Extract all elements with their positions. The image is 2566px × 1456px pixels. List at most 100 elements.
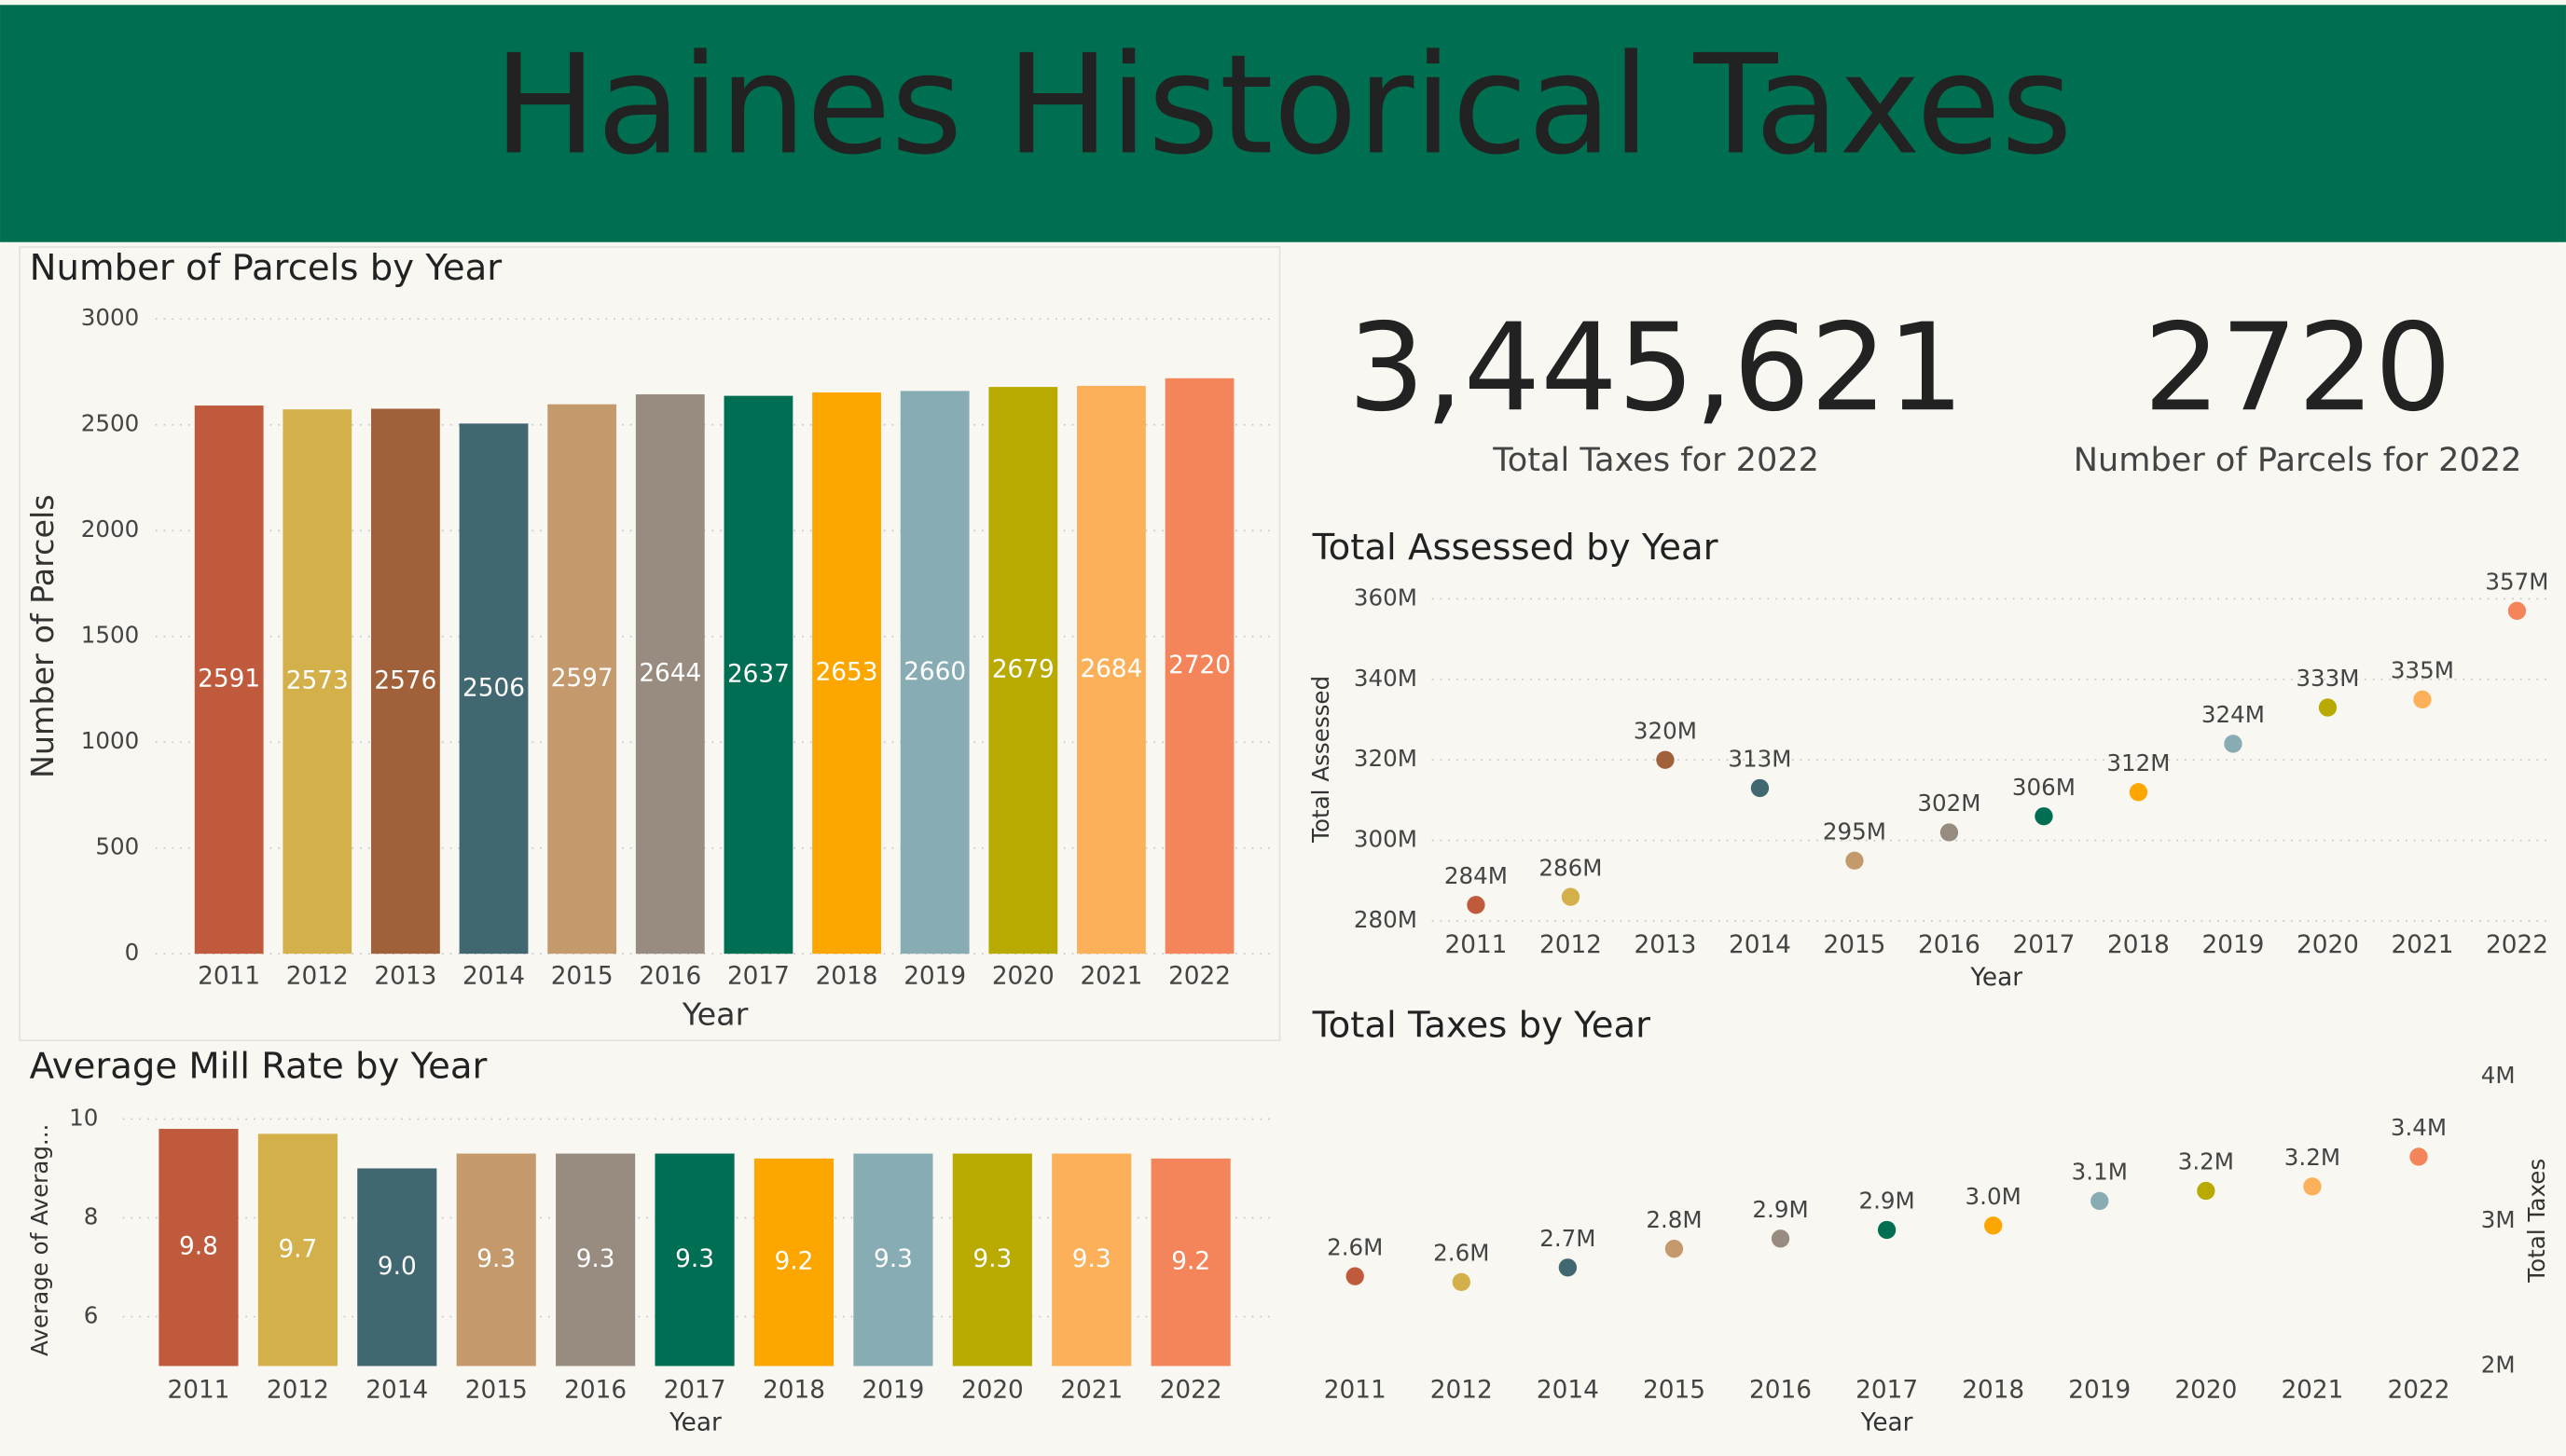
point — [2129, 783, 2148, 802]
point — [2303, 1177, 2322, 1196]
data-label: 9.2 — [775, 1248, 814, 1276]
x-axis-label: Year — [669, 1408, 722, 1436]
data-label: 3.1M — [2072, 1159, 2128, 1186]
point — [2090, 1191, 2109, 1211]
data-label: 2679 — [992, 656, 1055, 684]
data-label: 2506 — [462, 674, 525, 702]
x-tick-label: 2022 — [1168, 962, 1231, 990]
bar — [724, 395, 793, 955]
bar — [257, 1133, 338, 1367]
point — [1467, 896, 1485, 914]
data-label: 9.3 — [675, 1245, 714, 1273]
bar — [753, 1158, 835, 1367]
data-label: 9.2 — [1171, 1248, 1210, 1276]
bar — [283, 409, 352, 955]
x-tick-label: 2022 — [2486, 931, 2548, 959]
data-label: 324M — [2201, 701, 2265, 728]
x-tick-label: 2020 — [992, 962, 1055, 990]
point — [2409, 1147, 2428, 1166]
point — [1877, 1220, 1897, 1240]
x-tick-label: 2015 — [551, 962, 614, 990]
data-label: 313M — [1728, 746, 1791, 773]
data-label: 9.3 — [874, 1245, 913, 1273]
x-tick-label: 2020 — [2297, 931, 2359, 959]
point — [1845, 851, 1864, 870]
x-tick-label: 2014 — [366, 1376, 428, 1404]
x-tick-label: 2011 — [1444, 931, 1507, 959]
data-label: 9.3 — [576, 1245, 615, 1273]
card-label: Number of Parcels for 2022 — [2074, 441, 2522, 479]
chart-title: Total Assessed by Year — [1312, 527, 1718, 569]
y-tick-label: 300M — [1354, 826, 1417, 853]
point — [2197, 1181, 2215, 1201]
data-label: 9.7 — [278, 1235, 317, 1263]
y-tick-label: 10 — [69, 1104, 98, 1131]
y-tick-label: 320M — [1354, 745, 1417, 772]
bar — [900, 391, 970, 955]
y-axis-label: Number of Parcels — [24, 494, 61, 778]
bar — [194, 405, 264, 955]
data-label: 2720 — [1168, 652, 1231, 680]
x-tick-label: 2021 — [1080, 962, 1142, 990]
y-tick-label: 1000 — [81, 727, 140, 754]
point — [2224, 735, 2242, 753]
point — [1939, 823, 1959, 842]
data-label: 2.7M — [1539, 1225, 1595, 1252]
point — [2035, 807, 2053, 826]
x-tick-label: 2018 — [816, 962, 878, 990]
bar — [456, 1153, 536, 1367]
y-tick-label: 3000 — [81, 304, 140, 331]
x-tick-label: 2018 — [763, 1376, 825, 1404]
point — [1345, 1267, 1364, 1285]
x-tick-label: 2011 — [198, 962, 260, 990]
point — [1664, 1240, 1684, 1258]
x-tick-label: 2012 — [1430, 1376, 1493, 1404]
data-label: 3.2M — [2284, 1144, 2340, 1171]
x-tick-label: 2016 — [639, 962, 701, 990]
bar — [1151, 1158, 1231, 1367]
bar — [988, 387, 1058, 955]
x-tick-label: 2014 — [1729, 931, 1791, 959]
data-label: 9.0 — [378, 1253, 417, 1281]
x-tick-label: 2017 — [1856, 1376, 1918, 1404]
data-label: 2660 — [904, 658, 966, 686]
data-label: 312M — [2106, 749, 2170, 776]
x-tick-label: 2020 — [2174, 1376, 2237, 1404]
x-tick-label: 2014 — [1537, 1376, 1599, 1404]
x-tick-label: 2012 — [286, 962, 349, 990]
bar — [635, 394, 705, 955]
data-label: 2.9M — [1752, 1196, 1808, 1223]
chart-title: Total Taxes by Year — [1312, 1005, 1651, 1047]
bar — [853, 1153, 933, 1367]
point — [1558, 1258, 1578, 1277]
data-label: 3.2M — [2178, 1148, 2234, 1175]
x-tick-label: 2011 — [1324, 1376, 1386, 1404]
y-tick-label: 8 — [84, 1202, 99, 1229]
x-tick-label: 2021 — [2281, 1376, 2343, 1404]
x-tick-label: 2015 — [465, 1376, 528, 1404]
x-tick-label: 2015 — [1823, 931, 1885, 959]
x-tick-label: 2019 — [2201, 931, 2264, 959]
point — [1771, 1229, 1790, 1248]
card-label: Total Taxes for 2022 — [1492, 441, 1819, 479]
y-tick-label: 6 — [84, 1301, 99, 1328]
y-tick-label: 1500 — [81, 622, 140, 649]
x-axis-label: Year — [1969, 964, 2022, 992]
point — [1656, 750, 1675, 769]
bar — [952, 1153, 1032, 1367]
data-label: 2.9M — [1858, 1188, 1914, 1215]
y-axis-label: Average of Averag... — [26, 1124, 53, 1356]
bar — [371, 408, 440, 955]
chart-title: Average Mill Rate by Year — [30, 1046, 488, 1088]
panel-border — [19, 246, 1281, 1042]
data-label: 9.3 — [476, 1245, 516, 1273]
x-tick-label: 2021 — [1060, 1376, 1123, 1404]
x-tick-label: 2019 — [904, 962, 966, 990]
bar — [1052, 1153, 1132, 1367]
data-label: 9.3 — [973, 1245, 1012, 1273]
data-label: 9.3 — [1072, 1245, 1111, 1273]
x-axis-label: Year — [1860, 1408, 1913, 1436]
bar — [1165, 378, 1235, 955]
bar — [556, 1153, 636, 1367]
